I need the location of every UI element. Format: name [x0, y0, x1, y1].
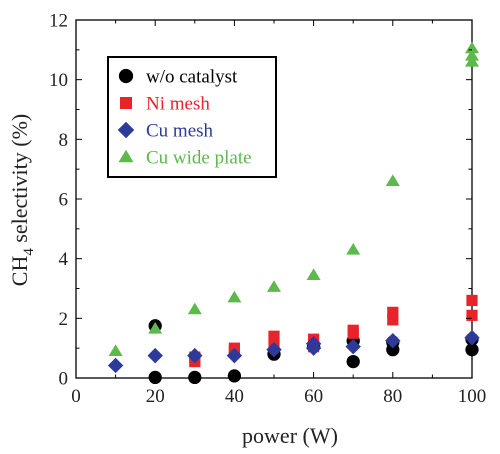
- data-point: [305, 335, 322, 352]
- data-point: [306, 268, 321, 280]
- series-cu-mesh: [107, 330, 480, 374]
- data-point: [464, 330, 480, 346]
- data-point: [465, 41, 479, 54]
- data-point: [465, 343, 479, 357]
- legend-marker: [120, 97, 132, 109]
- data-markers: [107, 41, 480, 385]
- legend-label: Cu wide plate: [146, 148, 252, 169]
- legend-label: w/o catalyst: [146, 67, 238, 88]
- data-point: [466, 294, 478, 307]
- data-point: [385, 174, 400, 186]
- y-tick-label: 8: [59, 130, 69, 151]
- x-tick-label: 0: [71, 386, 81, 407]
- data-point: [187, 302, 202, 315]
- legend-marker: [118, 68, 134, 84]
- data-point: [266, 341, 282, 358]
- data-point: [268, 330, 280, 342]
- legend-marker: [118, 149, 134, 163]
- series-cu-wide-plate: [108, 41, 479, 357]
- data-point: [346, 354, 360, 369]
- data-point: [345, 338, 361, 355]
- y-tick-label: 4: [59, 249, 69, 270]
- x-tick-label: 60: [304, 386, 323, 407]
- data-point: [465, 55, 479, 67]
- axes: 0 20 40 60 80 100 0 2 4 6 8 10 12: [49, 11, 486, 408]
- y-tick-label: 2: [59, 309, 69, 330]
- data-point: [108, 344, 123, 357]
- data-point: [267, 280, 281, 292]
- legend-label: Cu mesh: [146, 121, 214, 142]
- data-point: [147, 347, 163, 364]
- data-point: [187, 347, 203, 364]
- data-point: [385, 333, 401, 349]
- y-tick-label: 6: [59, 190, 69, 211]
- data-point: [347, 324, 359, 336]
- x-tick-label: 20: [146, 386, 165, 407]
- data-point: [346, 242, 361, 255]
- data-point: [107, 357, 124, 374]
- legend-marker: [117, 121, 135, 139]
- data-point: [387, 314, 399, 326]
- legend-label: Ni mesh: [146, 94, 210, 115]
- y-tick-label: 0: [59, 369, 69, 390]
- legend: w/o catalyst Ni mesh Cu mesh Cu wide plate: [107, 56, 277, 178]
- data-point: [148, 322, 163, 334]
- x-axis-title: power (W): [242, 423, 338, 448]
- data-point: [227, 290, 242, 303]
- x-tick-label: 40: [225, 386, 244, 407]
- data-point: [466, 309, 478, 321]
- legend-box: [107, 56, 277, 178]
- x-tick-label: 100: [458, 386, 487, 407]
- y-tick-label: 10: [49, 70, 68, 91]
- y-tick-label: 12: [49, 11, 68, 32]
- data-point: [387, 306, 399, 318]
- data-point: [465, 49, 479, 61]
- x-tick-label: 80: [383, 386, 402, 407]
- data-point: [226, 347, 243, 364]
- y-axis-title: CH4 selectivity (%): [7, 114, 37, 286]
